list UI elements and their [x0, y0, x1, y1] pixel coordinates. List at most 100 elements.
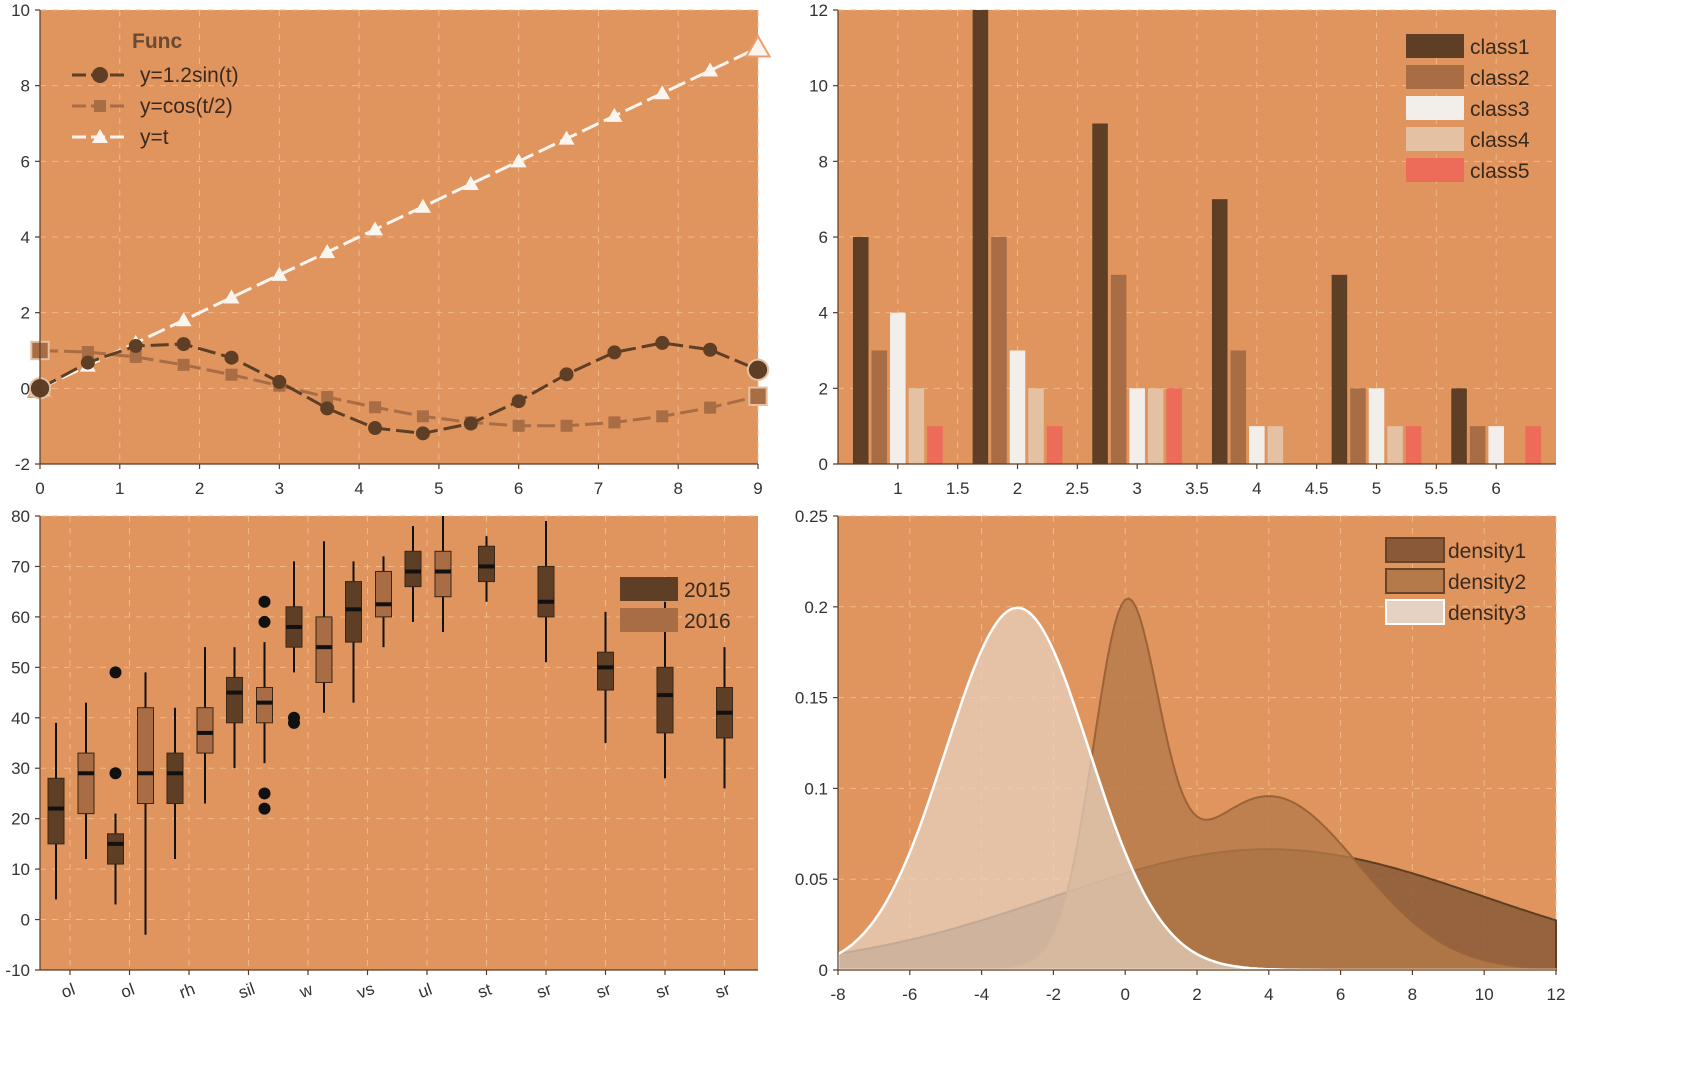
box-2016	[77, 752, 95, 815]
legend-swatch	[1406, 34, 1464, 58]
bar-class2	[871, 350, 888, 464]
legend-marker-square	[94, 100, 106, 112]
box-2015	[656, 666, 674, 734]
bar-chart-y-tick-label: 8	[819, 152, 828, 171]
line-point-sin	[272, 374, 287, 389]
density-chart-x-tick-label: 12	[1547, 985, 1566, 1004]
line-point-cos	[369, 401, 382, 414]
density-chart-x-tick-label: -6	[902, 985, 917, 1004]
density-chart-x-tick-label: -4	[974, 985, 989, 1004]
box-plot-y-tick-label: 70	[11, 557, 30, 576]
bar-class1	[1331, 274, 1348, 464]
line-chart-y-tick-label: 2	[21, 304, 30, 323]
density-chart-x-tick-label: 0	[1120, 985, 1129, 1004]
density-chart-y-tick-label: 0.1	[804, 779, 828, 798]
series-line-1	[39, 349, 759, 428]
line-point-cos	[81, 346, 94, 359]
legend-marker-triangle	[92, 129, 108, 143]
box-2015	[537, 565, 555, 618]
bar-chart-x-tick-label: 5.5	[1425, 479, 1449, 498]
line-point-cos	[656, 410, 669, 423]
box-plot-y-tick-label: 30	[11, 759, 30, 778]
bar-chart-x-tick-label: 6	[1491, 479, 1500, 498]
bar-chart-x-tick-label: 1.5	[946, 479, 970, 498]
box-outlier	[109, 767, 122, 780]
legend-label: density3	[1448, 602, 1526, 625]
legend-swatch	[1385, 599, 1445, 625]
legend-marker-circle	[92, 67, 108, 83]
legend-swatch	[1385, 537, 1445, 563]
density-chart-x-tick-label: -2	[1046, 985, 1061, 1004]
box-plot-y-tick-label: 60	[11, 608, 30, 627]
line-chart-background	[40, 10, 758, 464]
line-chart-x-tick-label: 6	[514, 479, 523, 498]
box-2016	[256, 687, 273, 724]
bar-class2	[1230, 350, 1247, 464]
line-chart-x-tick-label: 1	[115, 479, 124, 498]
line-chart-x-tick-label: 9	[753, 479, 762, 498]
line-point-linear	[606, 107, 623, 122]
line-point-sin	[368, 421, 383, 436]
legend-label: 2015	[684, 579, 731, 602]
box-plot-x-tick-label: ol	[59, 980, 78, 1002]
bar-class3	[1009, 350, 1026, 464]
line-chart-x-tick-label: 2	[195, 479, 204, 498]
density-chart-x-tick-label: 6	[1336, 985, 1345, 1004]
line-point-linear	[414, 198, 431, 213]
line-point-cos	[321, 391, 334, 404]
bar-class1	[972, 10, 989, 464]
legend-swatch	[1406, 96, 1464, 120]
line-point-cos	[225, 368, 238, 381]
line-chart-panel: -2 0 2 4 6 8 10 0 1 2 3 4 5 6 7 8 9 Func y=1.2sin(t) y=cos(…	[11, 1, 772, 498]
box-plot-x-tick-label: sr	[534, 979, 554, 1002]
line-chart-x-tick-label: 5	[434, 479, 443, 498]
bar-chart-x-tick-label: 1	[893, 479, 902, 498]
box-plot-y-tick-label: 80	[11, 507, 30, 526]
box-outlier	[288, 711, 300, 724]
bar-class2	[1469, 426, 1486, 464]
box-plot-x-tick-label: w	[296, 980, 316, 1003]
bar-class3	[1129, 388, 1145, 464]
bar-class4	[1147, 388, 1164, 464]
bar-class2	[1350, 388, 1366, 464]
line-point-linear	[558, 130, 575, 145]
bar-chart-x-tick-label: 5	[1372, 479, 1381, 498]
bar-chart-x-tick-label: 4.5	[1305, 479, 1329, 498]
line-chart-y-tick-label: 0	[21, 379, 30, 398]
bar-chart-x-tick-label: 3	[1132, 479, 1141, 498]
box-plot-x-tick-label: ol	[118, 980, 137, 1002]
line-point-sin	[463, 416, 478, 431]
line-point-sin	[559, 367, 574, 382]
legend-swatch	[620, 577, 678, 601]
density-chart-x-tick-label: -8	[830, 985, 845, 1004]
box-plot-x-tick-label: sr	[713, 979, 733, 1002]
bar-chart-x-tick-label: 2.5	[1066, 479, 1090, 498]
line-chart-y-tick-label: 4	[21, 228, 30, 247]
box-2015	[166, 752, 184, 805]
density-chart-y-tick-label: 0.05	[795, 870, 828, 889]
box-2015	[478, 545, 495, 583]
line-point-linear	[223, 289, 240, 304]
bar-class1	[1451, 388, 1467, 464]
line-chart-x-tick-label: 7	[594, 479, 603, 498]
bar-class3	[1488, 426, 1504, 464]
box-2016	[137, 707, 154, 805]
box-2016	[375, 570, 392, 618]
line-point-linear	[462, 176, 479, 191]
density-chart-panel: 0 0.05 0.1 0.15 0.2 0.25 -8 -6 -4 -2 0 2 4 6 8 10 12 dens…	[795, 507, 1566, 1004]
legend-label: y=cos(t/2)	[140, 95, 233, 118]
box-plot-y-tick-label: 20	[11, 810, 30, 829]
bar-class4	[908, 388, 925, 464]
bar-class2	[991, 237, 1007, 464]
bar-class5	[1166, 388, 1183, 464]
bar-chart-panel: 0 2 4 6 8 10 12 1 1.5 2 2.5 3 3.5 4 4.5 5 5.5 6 class1 clas…	[809, 1, 1556, 498]
line-point-linear	[744, 34, 772, 58]
legend-label: class5	[1470, 160, 1530, 183]
bar-chart-y-tick-label: 4	[819, 304, 828, 323]
line-chart-y-tick-label: 8	[21, 77, 30, 96]
line-point-sin	[511, 394, 526, 409]
legend-label: density2	[1448, 571, 1526, 594]
bar-class1	[852, 237, 869, 464]
legend-label: 2016	[684, 610, 731, 633]
